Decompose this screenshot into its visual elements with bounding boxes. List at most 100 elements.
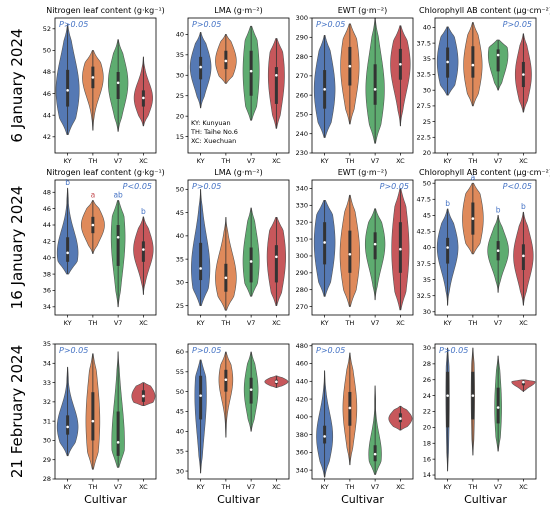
y-tick-label: 20 — [176, 112, 184, 120]
y-tick-label: 55 — [176, 368, 184, 376]
violin-box — [398, 222, 402, 273]
y-tick-label: 28 — [423, 360, 431, 368]
group-letter: a — [471, 173, 476, 182]
y-tick-label: 330 — [296, 202, 308, 210]
x-tick-label: KY — [64, 319, 72, 327]
y-tick-label: 40 — [176, 428, 184, 436]
y-tick-label: 50 — [176, 388, 184, 396]
x-tick-label: TH — [220, 157, 230, 165]
group-letter: b — [445, 199, 450, 208]
panel-frame — [187, 17, 290, 154]
chart-panel: EWT (g·m⁻²) 230 240 250 260 270 280 290 300 KY TH V… — [296, 6, 414, 165]
violin-median — [471, 63, 475, 67]
y-tick-label: 260 — [296, 91, 308, 99]
x-tick-label: V7 — [371, 157, 380, 165]
violin-median — [446, 60, 449, 64]
violin-median — [249, 388, 253, 391]
violin-median — [275, 380, 278, 384]
y-tick-label: 30 — [423, 308, 431, 316]
panel-title: EWT (g·m⁻²) — [338, 6, 387, 15]
legend-line: TH: Taihe No.6 — [190, 128, 238, 136]
violin-median — [275, 73, 278, 77]
violin-median — [142, 394, 145, 398]
violin-median — [348, 64, 352, 68]
significance-annotation: P>0.05 — [316, 346, 345, 355]
significance-annotation: P>0.05 — [439, 346, 468, 355]
x-tick-label: TH — [344, 483, 354, 491]
x-tick-label: V7 — [247, 157, 256, 165]
y-tick-label: 15 — [176, 133, 184, 141]
x-tick-label: TH — [467, 483, 477, 491]
x-tick-label: XC — [139, 483, 148, 491]
x-tick-label: V7 — [371, 319, 380, 327]
chart-panel: Chlorophyll AB content (μg·cm⁻²) 20 22.5 25… — [417, 6, 550, 165]
violin-median — [496, 249, 500, 253]
y-tick-label: 25 — [176, 302, 184, 310]
y-tick-label: 35 — [176, 51, 184, 59]
chart-panel: Chlorophyll AB content (μg·cm⁻²) 30 32.5 35… — [417, 168, 550, 327]
panel-frame — [54, 17, 157, 154]
y-tick-label: 44 — [43, 221, 51, 229]
x-tick-label: V7 — [114, 483, 123, 491]
violin-median — [399, 62, 402, 66]
y-tick-label: 27.5 — [417, 102, 431, 110]
x-tick-label: TH — [220, 319, 230, 327]
y-tick-label: 250 — [296, 111, 308, 119]
y-tick-label: 32.5 — [417, 71, 431, 79]
y-tick-label: 42.5 — [417, 228, 431, 236]
y-tick-label: 40 — [43, 254, 51, 262]
group-letter: a — [91, 190, 96, 199]
y-tick-label: 30 — [43, 437, 51, 445]
y-tick-label: 320 — [296, 218, 308, 226]
violin-box — [471, 46, 475, 78]
violin-median — [496, 53, 500, 57]
chart-panel: Nitrogen leaf content (g·kg⁻¹) 42 44 46 48 50… — [43, 6, 165, 165]
y-tick-label: 26 — [423, 376, 431, 384]
significance-annotation: P<0.05 — [123, 182, 152, 191]
significance-annotation: P<0.05 — [503, 182, 532, 191]
legend-line: XC: Xuechuan — [191, 137, 236, 145]
x-tick-label: KY — [197, 483, 205, 491]
violin-median — [66, 89, 69, 92]
x-tick-label: TH — [87, 483, 97, 491]
y-tick-label: 20 — [423, 424, 431, 432]
y-tick-label: 22.5 — [417, 134, 431, 142]
y-tick-label: 42 — [43, 133, 51, 141]
violin-median — [275, 255, 278, 259]
y-tick-label: 310 — [296, 235, 308, 243]
y-tick-label: 20 — [423, 149, 431, 157]
x-tick-label: TH — [344, 319, 354, 327]
panel-title: Nitrogen leaf content (g·kg⁻¹) — [46, 168, 165, 177]
x-tick-label: KY — [321, 319, 329, 327]
y-tick-label: 50 — [176, 186, 184, 194]
x-tick-label: XC — [272, 157, 281, 165]
y-tick-label: 440 — [296, 378, 308, 386]
y-tick-label: 45 — [176, 209, 184, 217]
violin-median — [116, 441, 120, 444]
y-tick-label: 35 — [43, 340, 51, 348]
significance-annotation: P>0.05 — [380, 182, 409, 191]
violin-box — [249, 247, 253, 283]
panel-frame — [54, 179, 157, 316]
panel-title: Nitrogen leaf content (g·kg⁻¹) — [46, 6, 165, 15]
violin-median — [348, 252, 352, 256]
y-tick-label: 22 — [423, 408, 431, 416]
x-tick-label: V7 — [247, 319, 256, 327]
violin-box — [373, 232, 377, 260]
y-tick-label: 30 — [176, 467, 184, 475]
y-tick-label: 40 — [423, 24, 431, 32]
violin-box — [91, 392, 95, 441]
row-label: 16 January 2024 — [8, 186, 26, 310]
y-tick-label: 230 — [296, 149, 308, 157]
x-tick-label: V7 — [247, 483, 256, 491]
x-tick-label: V7 — [494, 319, 503, 327]
x-tick-label: V7 — [114, 157, 123, 165]
chart-panel: 340 360 380 400 420 440 460 480 KY TH V7 XC P>0.05 Cu… — [296, 342, 414, 506]
panel-title: Chlorophyll AB content (μg·cm⁻²) — [419, 6, 550, 15]
violin-median — [66, 425, 69, 429]
group-letter: b — [496, 205, 501, 214]
y-tick-label: 29 — [43, 456, 51, 464]
violin-median — [471, 217, 475, 220]
violin-box — [116, 411, 120, 456]
